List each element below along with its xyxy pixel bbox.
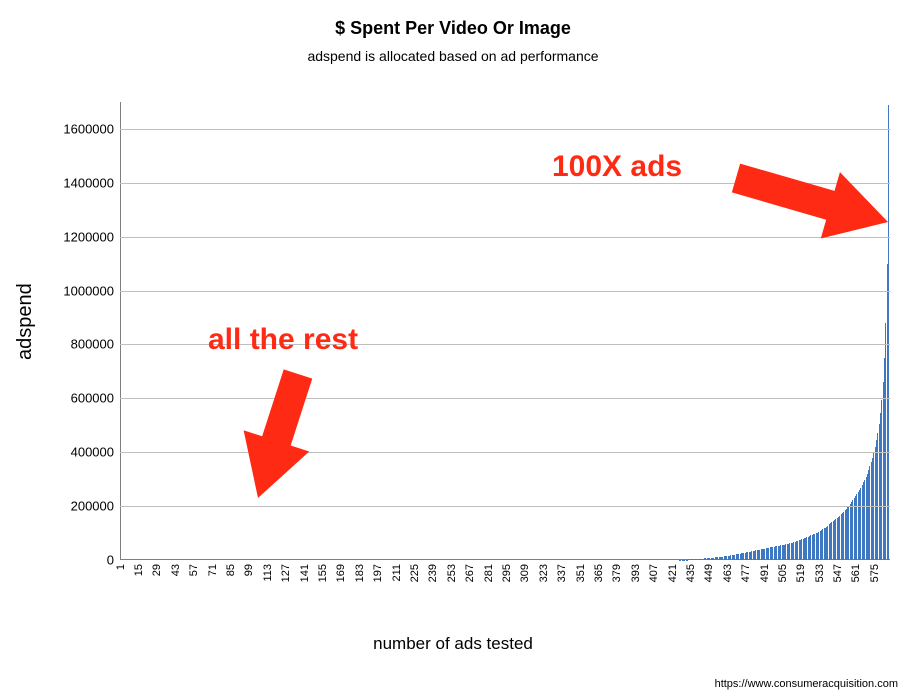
x-tick-label: 1	[115, 564, 127, 570]
x-tick-label: 505	[777, 564, 789, 582]
arrow-100x	[696, 138, 906, 262]
x-tick-label: 575	[869, 564, 881, 582]
x-tick-label: 99	[243, 564, 255, 576]
x-tick-label: 295	[501, 564, 513, 582]
x-tick-label: 561	[850, 564, 862, 582]
x-tick-label: 365	[593, 564, 605, 582]
x-tick-label: 309	[519, 564, 531, 582]
x-tick-label: 407	[648, 564, 660, 582]
chart-title: $ Spent Per Video Or Image	[0, 18, 906, 39]
x-tick-label: 463	[722, 564, 734, 582]
x-tick-label: 155	[317, 564, 329, 582]
x-tick-label: 15	[133, 564, 145, 576]
y-tick-label: 200000	[71, 499, 114, 514]
x-tick-label: 267	[464, 564, 476, 582]
x-tick-label: 519	[795, 564, 807, 582]
x-tick-label: 323	[538, 564, 550, 582]
x-tick-label: 197	[372, 564, 384, 582]
x-tick-label: 337	[556, 564, 568, 582]
y-tick-label: 1200000	[63, 229, 114, 244]
y-axis-label: adspend	[14, 283, 37, 360]
x-tick-label: 225	[409, 564, 421, 582]
x-axis-label: number of ads tested	[0, 634, 906, 654]
x-tick-label: 547	[832, 564, 844, 582]
y-tick-label: 600000	[71, 391, 114, 406]
x-tick-label: 393	[630, 564, 642, 582]
x-tick-label: 71	[207, 564, 219, 576]
x-tick-container: 1152943577185991131271411551691831972112…	[120, 560, 890, 620]
x-tick-label: 449	[703, 564, 715, 582]
x-tick-label: 421	[667, 564, 679, 582]
x-tick-label: 169	[335, 564, 347, 582]
x-tick-label: 113	[262, 564, 274, 582]
x-tick-label: 351	[575, 564, 587, 582]
x-tick-label: 253	[446, 564, 458, 582]
x-tick-label: 183	[354, 564, 366, 582]
x-tick-label: 491	[759, 564, 771, 582]
y-tick-label: 1400000	[63, 175, 114, 190]
annotation-100x: 100X ads	[552, 150, 682, 184]
gridline	[120, 291, 890, 292]
y-tick-label: 1600000	[63, 121, 114, 136]
arrow-rest	[218, 334, 338, 538]
x-tick-label: 43	[170, 564, 182, 576]
x-tick-label: 85	[225, 564, 237, 576]
y-tick-label: 800000	[71, 337, 114, 352]
x-tick-label: 379	[611, 564, 623, 582]
x-tick-label: 435	[685, 564, 697, 582]
x-tick-label: 211	[391, 564, 403, 582]
x-tick-label: 29	[151, 564, 163, 576]
source-credit: https://www.consumeracquisition.com	[715, 678, 898, 690]
y-tick-label: 400000	[71, 445, 114, 460]
y-tick-label: 1000000	[63, 283, 114, 298]
chart-subtitle: adspend is allocated based on ad perform…	[0, 48, 906, 64]
x-tick-label: 239	[427, 564, 439, 582]
gridline	[120, 129, 890, 130]
x-tick-label: 141	[299, 564, 311, 582]
x-tick-label: 127	[280, 564, 292, 582]
y-tick-label: 0	[107, 553, 114, 568]
x-tick-label: 57	[188, 564, 200, 576]
x-tick-label: 533	[814, 564, 826, 582]
x-tick-label: 281	[483, 564, 495, 582]
chart-page: $ Spent Per Video Or Image adspend is al…	[0, 0, 906, 697]
x-tick-label: 477	[740, 564, 752, 582]
